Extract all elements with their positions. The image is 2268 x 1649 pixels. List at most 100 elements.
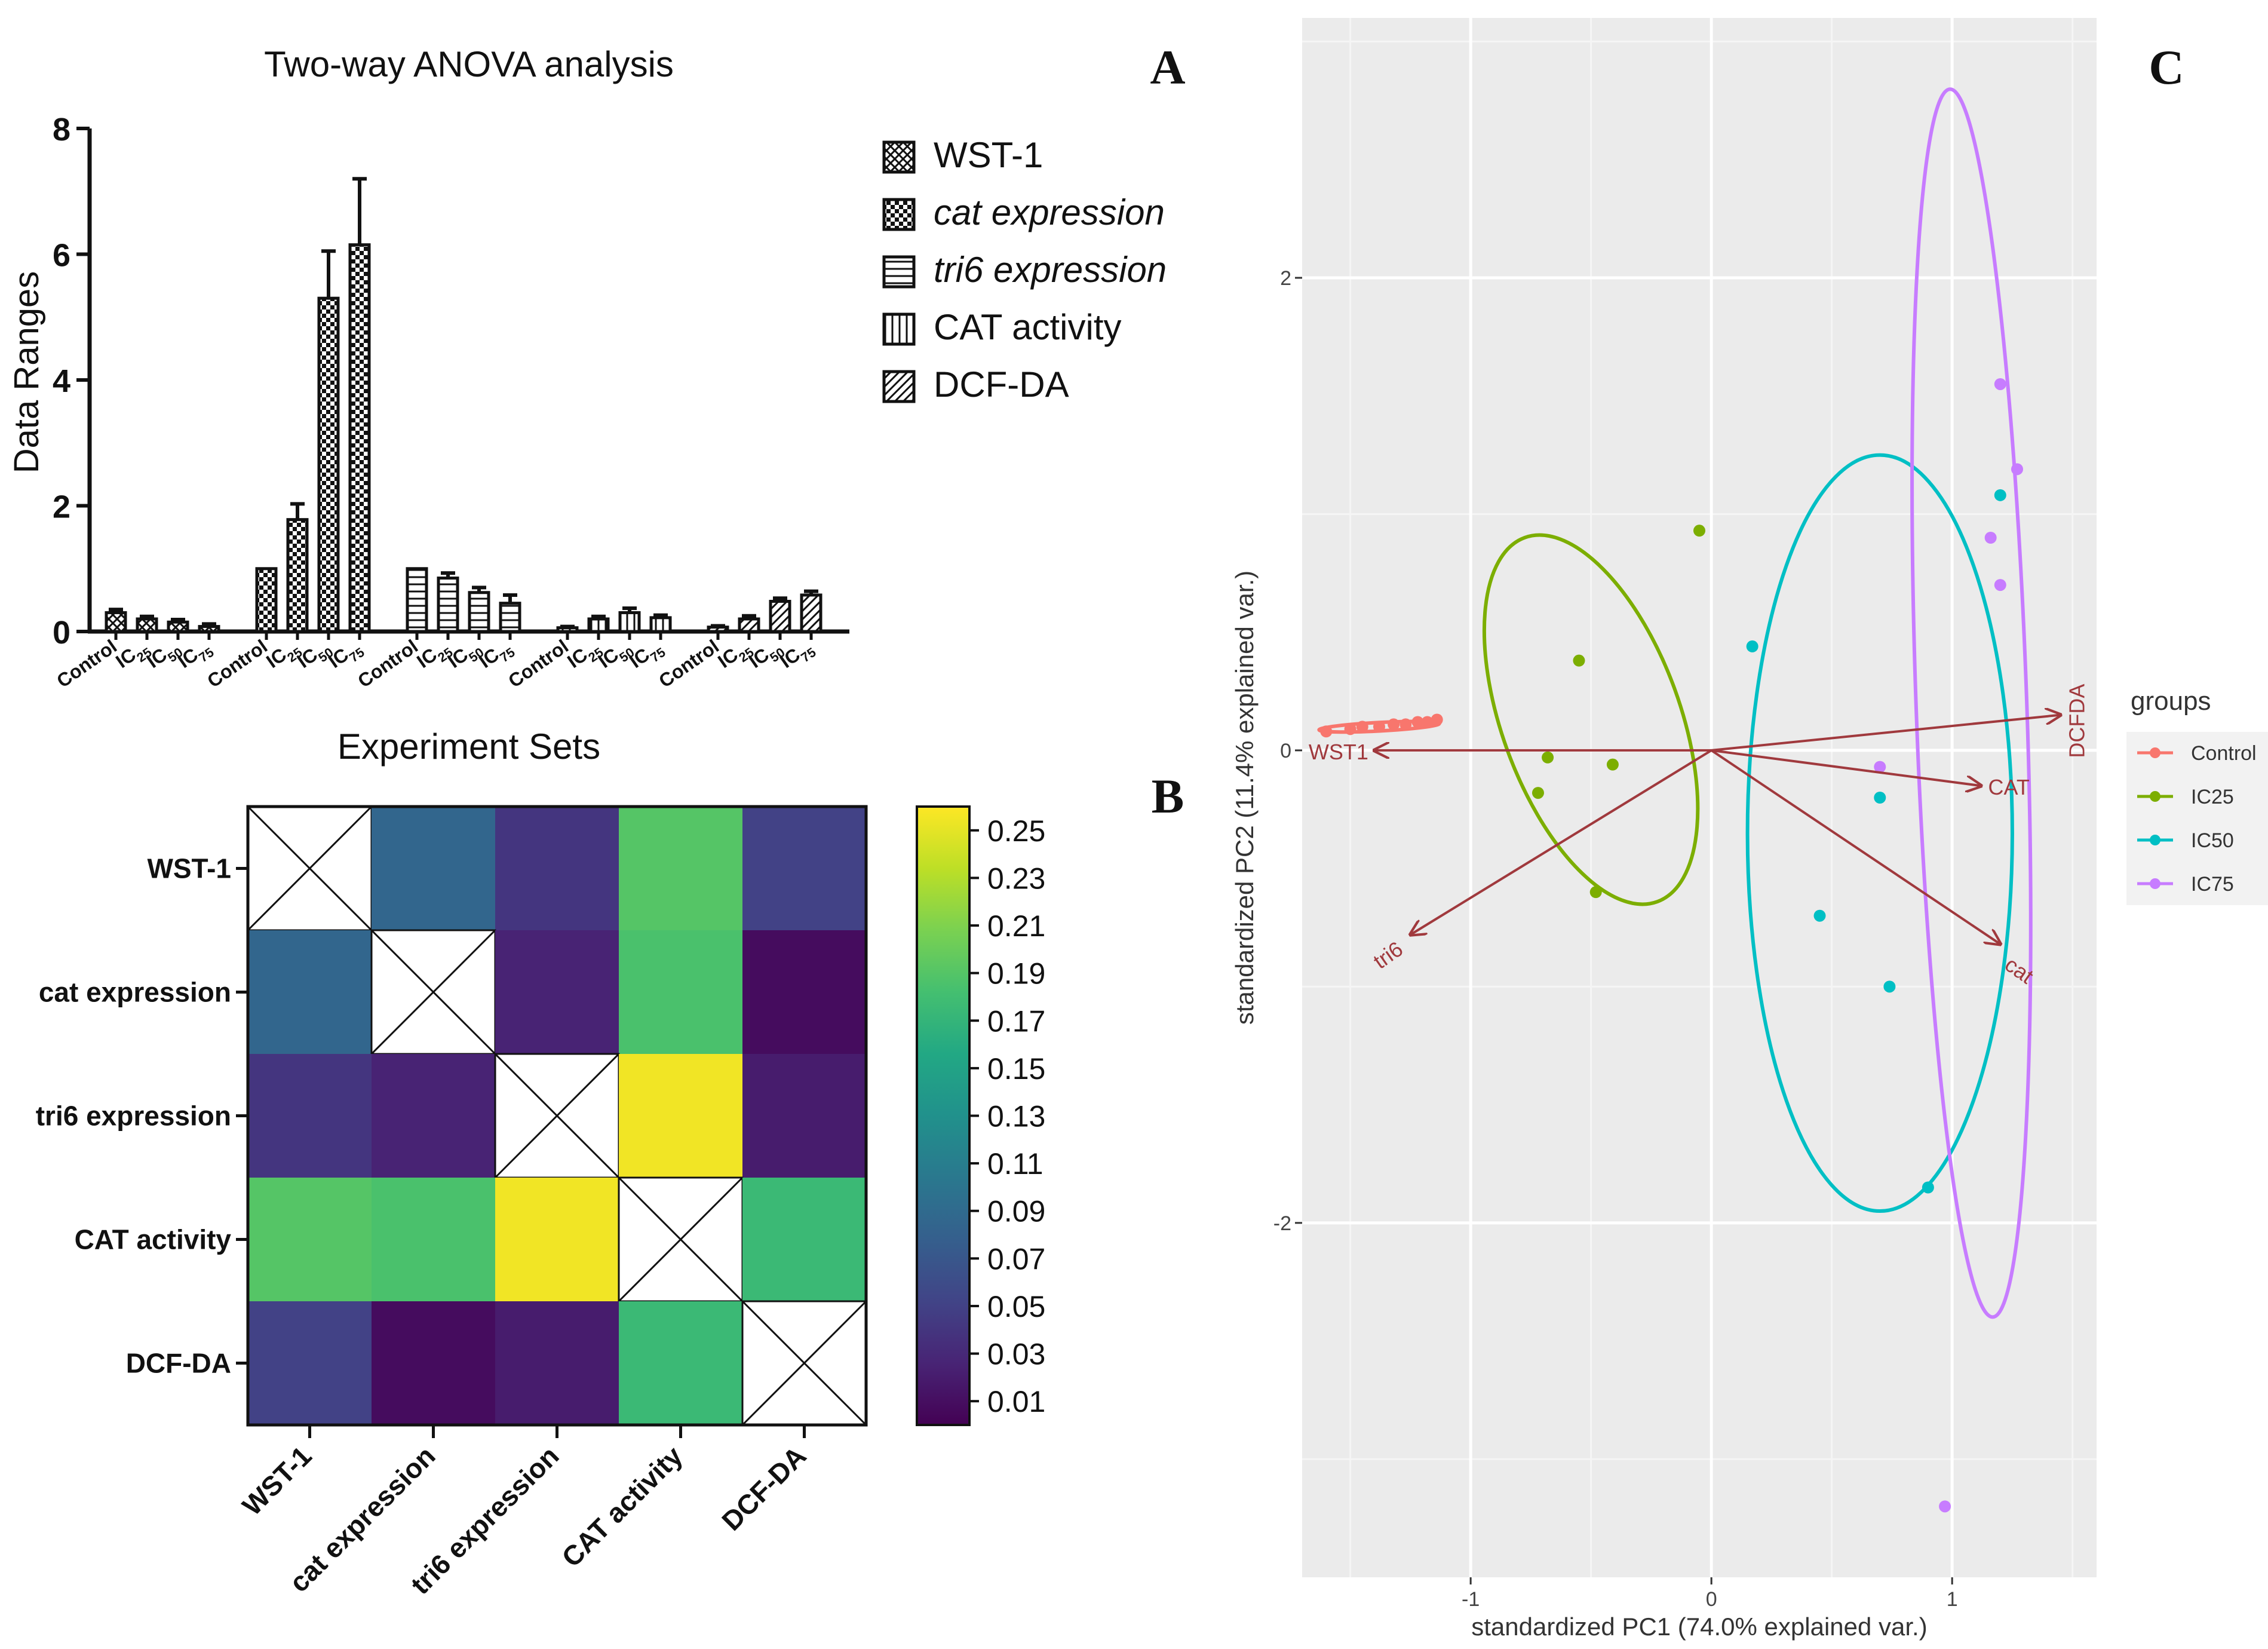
data-point [1984,532,1997,544]
colorbar-tick-label: 0.23 [987,862,1045,895]
y-tick-label: 0 [53,615,70,651]
panel-a-y-ticks: 0 2 4 6 8 [53,112,90,651]
panel-a-y-axis-label: Data Ranges [7,271,46,474]
heatmap-cell [619,807,743,931]
panel-a-bars [105,177,823,633]
row-label: cat expression [39,977,231,1008]
diagonal-cross-line [741,1300,867,1426]
data-point [1994,489,2006,501]
bar [556,626,579,633]
legend-swatch [882,140,916,174]
y-tick-label: 2 [1280,267,1291,290]
legend-swatch [882,198,916,231]
x-tick-label: Control [354,635,422,692]
colorbar-tick-label: 0.07 [987,1242,1045,1276]
x-tick-label-base: Control [655,635,723,692]
heatmap-cell [495,1301,619,1426]
heatmap-cell [495,1178,619,1302]
legend-swatch [882,370,916,403]
loading-vector-arrow [1711,715,2060,752]
loading-vector-arrow [1410,749,1712,934]
panel-letter-b: B [1152,769,1184,823]
heatmap-cell [742,807,867,931]
data-point [1388,718,1400,731]
diagonal-cross-line [618,1176,744,1302]
data-point [1939,1500,1951,1513]
x-tick-label-base: Control [504,635,572,692]
legend-label: WST-1 [934,135,1043,175]
data-point [1431,713,1443,726]
y-tick-label: 0 [1280,740,1291,762]
data-point [1542,751,1554,764]
bar [136,617,158,633]
heatmap-cell [619,1301,743,1426]
diagonal-cross-line [247,805,373,931]
loading-vector-label: WST1 [1309,740,1368,764]
panel-letter-c: C [2149,40,2184,94]
data-point [1883,980,1896,993]
legend-key-point [2150,835,2160,845]
data-point [1922,1181,1934,1194]
y-tick-label: 8 [53,112,70,148]
colorbar-tick-label: 0.19 [987,957,1045,991]
colorbar-tick-label: 0.13 [987,1100,1045,1133]
pca-legend: groups Control IC25 IC50 IC75 [2126,686,2268,905]
group-ellipse [1910,87,2033,1319]
bar [707,626,729,633]
data-point [1320,725,1333,738]
legend-swatch [882,255,916,289]
heatmap-cell [372,1054,496,1178]
y-tick-label: -2 [1273,1212,1291,1235]
heatmap-cells [247,805,867,1426]
legend-swatch [882,312,916,346]
legend-label: IC25 [2191,786,2234,808]
data-point [1532,787,1544,799]
x-tick-label: 1 [1947,1588,1958,1611]
x-tick-label: IC75 [776,635,819,676]
row-label: CAT activity [75,1224,232,1255]
colorbar-gradient [916,805,971,1426]
legend-title: groups [2131,686,2211,716]
row-label: WST-1 [147,853,231,884]
colorbar-tick-label: 0.21 [987,909,1045,943]
data-point [1373,721,1385,733]
data-point [1994,378,2006,390]
loading-vector-arrow [1711,749,1981,786]
heatmap-cell [742,1178,867,1302]
panel-a-title: Two-way ANOVA analysis [264,44,674,84]
bar [587,617,610,633]
panel-a-x-tick-labels: ControlIC25IC50IC75ControlIC25IC50IC75Co… [53,632,819,692]
diagonal-cross-line [370,929,496,1055]
colorbar-tick-label: 0.09 [987,1195,1045,1228]
data-point [1573,654,1585,667]
data-point [1411,716,1424,728]
group-ellipse [1745,453,2014,1213]
legend-background [2126,732,2268,905]
legend-label: Control [2191,742,2257,765]
data-point [1356,721,1368,733]
bar [317,296,340,633]
heatmap-cell [248,1054,372,1178]
colorbar-tick-label: 0.11 [987,1147,1044,1181]
x-tick-label: 0 [1706,1588,1717,1611]
x-tick-label-base: Control [354,635,422,692]
loading-vector-label: CAT [1988,775,2030,799]
bar [198,625,220,633]
data-point [1994,579,2006,591]
bar [437,577,459,633]
colorbar-tick-label: 0.17 [987,1004,1045,1038]
legend-label: cat expression [934,192,1165,232]
colorbar-ticks: 0.25 0.23 0.21 0.19 0.17 0.15 0.13 0.11 0.09 0.07… [969,814,1045,1418]
column-label: DCF-DA [716,1440,812,1536]
heatmap-cell [742,1054,867,1178]
panel-letter-a: A [1150,40,1185,94]
x-tick-label-base: Control [203,635,271,692]
heatmap-cell [619,1054,743,1178]
loading-vector-arrow [1711,749,2000,944]
panel-a-x-axis-label: Experiment Sets [337,727,600,767]
heatmap-cell [495,807,619,931]
heatmap-cell [495,930,619,1055]
pca-gridlines [1302,18,2097,1577]
data-point [1874,761,1886,773]
